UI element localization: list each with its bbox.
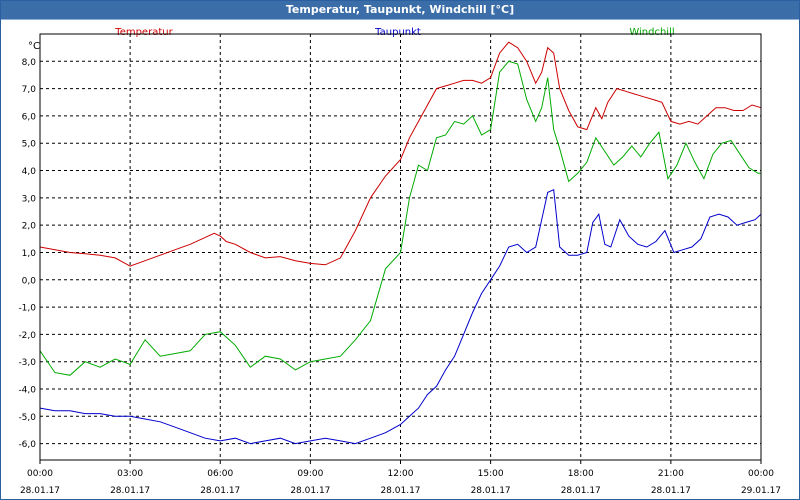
series-temperatur: [39, 41, 762, 267]
x-tick-time: 15:00: [478, 469, 504, 479]
x-tick-time: 00:00: [748, 469, 774, 479]
plot-frame: [39, 33, 762, 461]
x-tick-time: 12:00: [388, 469, 414, 479]
y-axis-ticks: 8,0 7,0 6,0 5,0 4,0 3,0 2,0 1,0 0,0 -1,0 -2,0 -3,0 -…: [18, 58, 36, 450]
series-windchill: [39, 60, 761, 376]
x-tick-date: 28.01.17: [20, 486, 60, 496]
y-tick-label: 8,0: [22, 58, 37, 68]
y-tick-label: 5,0: [22, 140, 37, 150]
x-tick-date: 28.01.17: [471, 486, 511, 496]
y-tick-label: -3,0: [18, 358, 36, 368]
x-tick-date: 28.01.17: [200, 486, 240, 496]
x-tick-date: 29.01.17: [741, 486, 781, 496]
x-tick-time: 03:00: [117, 469, 143, 479]
x-tick-time: 06:00: [207, 469, 233, 479]
y-tick-label: 6,0: [22, 112, 37, 122]
x-tick-time: 18:00: [568, 469, 594, 479]
y-tick-label: 4,0: [22, 167, 37, 177]
chart-grid: [40, 34, 761, 460]
x-tick-date: 28.01.17: [110, 486, 150, 496]
y-tick-label: 3,0: [22, 194, 37, 204]
title-bar: Temperatur, Taupunkt, Windchill [°C]: [1, 1, 799, 20]
legend-temperatur: Temperatur: [114, 27, 173, 38]
y-tick-label: -5,0: [18, 413, 36, 423]
chart-title: Temperatur, Taupunkt, Windchill [°C]: [285, 3, 515, 16]
series-taupunkt: [39, 188, 762, 445]
y-tick-label: 7,0: [22, 85, 37, 95]
legend-windchill: Windchill: [629, 27, 674, 38]
x-tick-time: 00:00: [27, 469, 53, 479]
y-tick-label: 1,0: [22, 249, 37, 259]
x-tick-date: 28.01.17: [651, 486, 691, 496]
y-axis-label: °C: [28, 41, 40, 52]
x-tick-time: 21:00: [658, 469, 684, 479]
x-tick-date: 28.01.17: [561, 486, 601, 496]
x-axis-ticks: 00:00 28.01.17 03:00 28.01.17 06:00 28.01.17 0…: [20, 460, 781, 496]
y-tick-label: 0,0: [22, 276, 37, 286]
y-tick-label: -2,0: [18, 331, 36, 341]
legend-taupunkt: Taupunkt: [374, 27, 421, 38]
x-tick-time: 09:00: [297, 469, 323, 479]
y-tick-label: 2,0: [22, 222, 37, 232]
chart-legend: Temperatur Taupunkt Windchill: [114, 27, 674, 38]
x-tick-date: 28.01.17: [380, 486, 420, 496]
chart-series: [39, 41, 762, 445]
x-tick-date: 28.01.17: [290, 486, 330, 496]
y-tick-label: -6,0: [18, 440, 36, 450]
y-tick-label: -1,0: [18, 304, 36, 314]
y-tick-label: -4,0: [18, 386, 36, 396]
line-chart: °C Temperatur Taupunkt Windchill 8,0 7,0 6,0…: [18, 27, 781, 496]
